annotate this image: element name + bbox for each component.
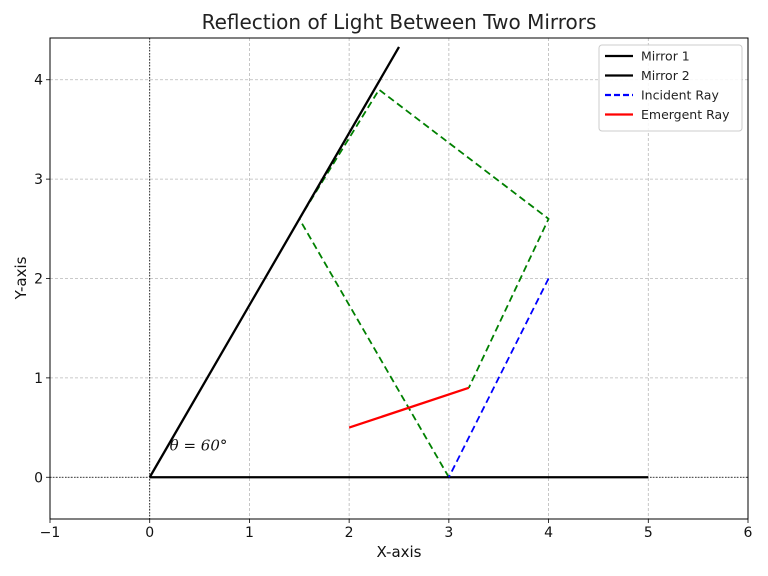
legend-label: Mirror 1 [641, 49, 690, 64]
y-tick-label: 3 [34, 172, 43, 188]
x-tick-label: 1 [245, 525, 254, 541]
incident-ray-series [448, 278, 550, 478]
y-tick-label: 1 [34, 371, 43, 387]
legend: Mirror 1 Mirror 2 Incident Ray Emergent Ray [598, 44, 743, 132]
chart-title: Reflection of Light Between Two Mirrors [202, 10, 597, 34]
legend-label: Emergent Ray [641, 107, 730, 122]
y-axis-ticks: 0 1 2 3 4 [34, 73, 50, 486]
y-tick-label: 0 [34, 470, 43, 486]
x-axis-label: X-axis [377, 543, 422, 561]
y-axis-label: Y-axis [12, 256, 30, 300]
legend-label: Incident Ray [641, 88, 719, 103]
x-tick-label: 5 [644, 525, 653, 541]
y-tick-label: 4 [34, 73, 43, 89]
legend-label: Mirror 2 [641, 68, 690, 83]
angle-annotation: θ = 60° [170, 436, 228, 454]
x-tick-label: 4 [544, 525, 553, 541]
x-axis-ticks: −1 0 1 2 3 4 5 6 [40, 519, 753, 541]
x-tick-label: 6 [744, 525, 753, 541]
x-tick-label: 2 [345, 525, 354, 541]
series-group [148, 46, 649, 479]
x-tick-label: 0 [145, 525, 154, 541]
legend-box [598, 44, 743, 132]
y-tick-label: 2 [34, 272, 43, 288]
x-tick-label: −1 [40, 525, 61, 541]
emergent-ray-series [348, 386, 470, 429]
green-ray-path-series [298, 88, 550, 478]
x-tick-label: 3 [444, 525, 453, 541]
mirror-1-series [148, 46, 400, 478]
